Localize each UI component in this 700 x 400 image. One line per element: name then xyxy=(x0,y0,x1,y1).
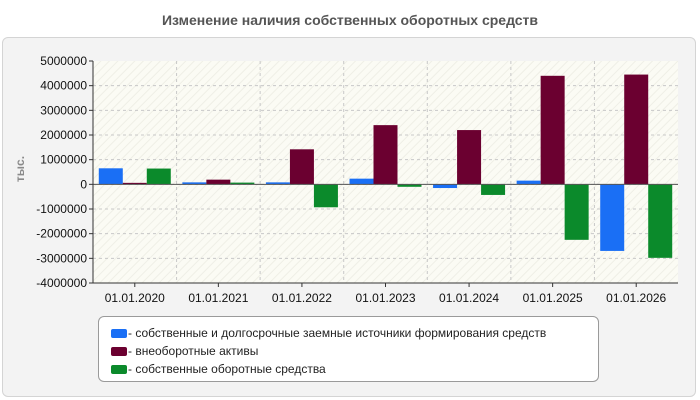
chart-legend: - собственные и долгосрочные заемные ист… xyxy=(98,316,599,382)
y-tick-label: -4000000 xyxy=(36,276,87,290)
legend-swatch-sources xyxy=(111,328,127,338)
legend-item-working-capital: - собственные оборотные средства xyxy=(99,360,598,378)
bar-series-0-2 xyxy=(265,182,290,185)
bar-series-2-3 xyxy=(397,184,422,187)
x-tick-label: 01.01.2025 xyxy=(523,291,583,305)
y-tick-label: 0 xyxy=(80,177,87,191)
bar-series-1-3 xyxy=(373,125,398,185)
bar-series-0-5 xyxy=(516,180,541,185)
legend-label-noncurrent-assets: - внеоборотные активы xyxy=(128,344,259,358)
y-tick-label: 1000000 xyxy=(40,153,87,167)
legend-label-working-capital: - собственные оборотные средства xyxy=(128,362,326,376)
bar-series-2-5 xyxy=(564,184,589,240)
legend-item-noncurrent-assets: - внеоборотные активы xyxy=(99,342,598,360)
bar-series-2-0 xyxy=(146,168,171,185)
bar-series-0-0 xyxy=(98,168,123,185)
y-tick-label: 2000000 xyxy=(40,128,87,142)
x-tick-label: 01.01.2022 xyxy=(272,291,332,305)
bar-series-2-1 xyxy=(230,182,255,185)
bar-series-0-6 xyxy=(600,184,625,251)
bar-series-1-5 xyxy=(540,75,565,185)
chart-title: Изменение наличия собственных оборотных … xyxy=(161,12,539,28)
y-tick-label: 4000000 xyxy=(40,79,87,93)
legend-label-sources: - собственные и долгосрочные заемные ист… xyxy=(128,326,547,340)
bar-series-0-4 xyxy=(433,184,458,189)
legend-swatch-working-capital xyxy=(111,364,127,374)
y-tick-label: -1000000 xyxy=(36,202,87,216)
y-tick-label: -2000000 xyxy=(36,227,87,241)
bars xyxy=(98,74,673,258)
bar-series-1-0 xyxy=(122,182,147,185)
x-tick-label: 01.01.2024 xyxy=(439,291,499,305)
bar-series-0-3 xyxy=(349,178,374,185)
x-tick-label: 01.01.2021 xyxy=(188,291,248,305)
x-tick-label: 01.01.2020 xyxy=(105,291,165,305)
bar-series-2-6 xyxy=(648,184,673,258)
bar-series-0-1 xyxy=(182,182,207,185)
y-tick-label: 3000000 xyxy=(40,103,87,117)
bar-series-1-4 xyxy=(457,130,482,185)
y-axis-label: тыс. xyxy=(13,156,27,182)
bar-series-1-6 xyxy=(624,74,649,185)
bar-series-1-1 xyxy=(206,179,231,185)
bar-series-2-4 xyxy=(481,184,506,195)
bar-series-1-2 xyxy=(289,149,314,185)
y-tick-label: -3000000 xyxy=(36,251,87,265)
legend-item-sources: - собственные и долгосрочные заемные ист… xyxy=(99,324,598,342)
axes: 5000000 4000000 3000000 2000000 1000000 0 -100… xyxy=(36,54,678,305)
x-tick-label: 01.01.2023 xyxy=(355,291,415,305)
y-tick-label: 5000000 xyxy=(40,54,87,68)
bar-series-2-2 xyxy=(313,184,338,208)
legend-swatch-noncurrent-assets xyxy=(111,346,127,356)
x-tick-label: 01.01.2026 xyxy=(606,291,666,305)
